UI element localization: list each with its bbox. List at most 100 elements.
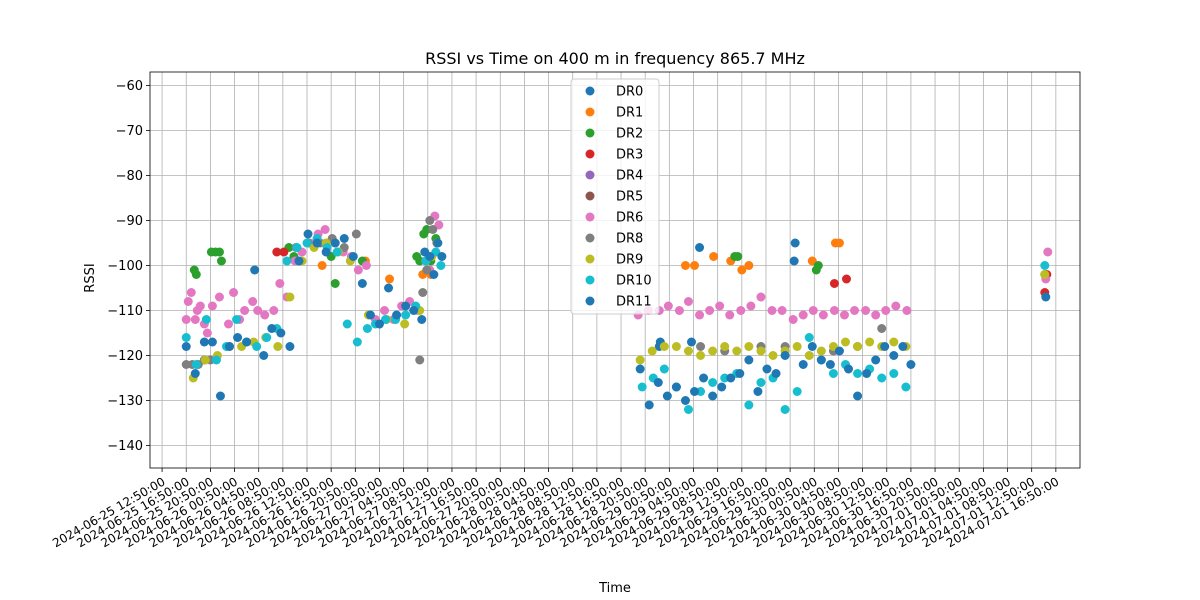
point-dr6 — [808, 306, 818, 315]
point-dr6 — [798, 310, 808, 320]
legend-label-dr3: DR3 — [616, 148, 643, 163]
point-dr11 — [816, 355, 826, 365]
point-dr6 — [248, 297, 258, 306]
y-tick-label: −110 — [107, 304, 143, 319]
point-dr8 — [428, 225, 438, 234]
point-dr10 — [804, 333, 814, 342]
point-dr11 — [780, 351, 790, 360]
y-tick-label: −130 — [107, 394, 143, 409]
legend-marker-dr2 — [585, 128, 595, 138]
point-dr8 — [696, 342, 706, 351]
legend-marker-dr10 — [585, 275, 595, 285]
y-axis-ticks: −140 −130 −120 −110 −100 −90 −80 −70 −60 — [107, 79, 150, 454]
point-dr10 — [191, 360, 201, 369]
point-dr8 — [351, 229, 361, 239]
legend-marker-dr4 — [585, 170, 595, 180]
point-dr1 — [737, 265, 747, 275]
grid — [150, 72, 1080, 468]
point-dr11 — [771, 369, 781, 378]
point-dr0 — [695, 243, 705, 252]
y-tick-label: −80 — [116, 169, 143, 184]
point-dr9 — [865, 337, 875, 347]
point-dr6 — [181, 315, 191, 324]
point-dr10 — [756, 378, 766, 387]
point-dr11 — [862, 369, 872, 378]
point-dr10 — [877, 373, 887, 383]
point-dr11 — [889, 351, 899, 360]
point-dr2 — [813, 261, 823, 270]
point-dr11 — [365, 310, 375, 320]
point-dr10 — [401, 310, 411, 320]
point-dr11 — [699, 373, 709, 383]
point-dr6 — [663, 301, 673, 311]
point-dr6 — [891, 301, 901, 311]
point-dr11 — [635, 364, 645, 374]
legend-label-dr10: DR10 — [616, 274, 652, 289]
point-dr1 — [744, 261, 754, 270]
point-dr9 — [1040, 270, 1050, 279]
point-dr2 — [191, 270, 201, 279]
point-dr1 — [680, 261, 690, 270]
point-dr11 — [680, 396, 690, 405]
point-dr9 — [889, 337, 899, 347]
point-dr8 — [425, 216, 435, 225]
point-dr10 — [637, 382, 647, 392]
point-dr6 — [715, 301, 725, 311]
point-dr9 — [804, 351, 814, 360]
point-dr10 — [282, 256, 292, 266]
point-dr6 — [260, 310, 270, 320]
point-dr11 — [401, 301, 411, 311]
point-dr11 — [384, 283, 394, 293]
point-dr11 — [294, 256, 304, 266]
point-dr10 — [332, 247, 342, 257]
point-dr8 — [877, 324, 887, 333]
point-dr6 — [275, 279, 285, 288]
point-dr11 — [844, 364, 854, 374]
legend-label-dr11: DR11 — [616, 295, 652, 310]
legend-marker-dr8 — [585, 233, 595, 243]
point-dr1 — [709, 252, 719, 261]
point-dr9 — [756, 346, 766, 356]
point-dr10 — [292, 243, 302, 252]
point-dr3 — [279, 247, 289, 257]
data-points — [181, 211, 1053, 414]
point-dr2 — [733, 252, 743, 261]
point-dr10 — [889, 369, 899, 378]
legend-marker-dr1 — [585, 107, 595, 117]
point-dr11 — [199, 337, 209, 347]
point-dr6 — [207, 301, 217, 311]
point-dr3 — [829, 279, 839, 288]
point-dr10 — [853, 369, 863, 378]
point-dr2 — [216, 256, 226, 266]
point-dr11 — [312, 238, 322, 248]
point-dr9 — [400, 319, 410, 329]
legend-box — [570, 78, 660, 315]
point-dr11 — [753, 387, 763, 396]
point-dr11 — [267, 324, 277, 333]
point-dr9 — [816, 346, 826, 356]
point-dr1 — [690, 261, 700, 270]
point-dr9 — [696, 351, 706, 360]
point-dr10 — [828, 369, 838, 378]
point-dr11 — [834, 346, 844, 356]
point-dr6 — [725, 310, 735, 320]
point-dr6 — [746, 301, 756, 311]
point-dr8 — [422, 265, 432, 275]
point-dr9 — [671, 342, 681, 351]
point-dr11 — [726, 373, 736, 383]
x-axis-label: Time — [598, 581, 631, 596]
point-dr11 — [429, 270, 439, 279]
point-dr11 — [717, 382, 727, 392]
point-dr11 — [789, 256, 799, 266]
point-dr11 — [276, 328, 286, 338]
point-dr10 — [436, 261, 446, 270]
point-dr11 — [242, 337, 252, 347]
point-dr6 — [202, 328, 212, 338]
point-dr9 — [744, 342, 754, 351]
point-dr6 — [839, 310, 849, 320]
point-dr6 — [829, 306, 839, 315]
point-dr9 — [732, 346, 742, 356]
point-dr6 — [195, 301, 205, 311]
point-dr11 — [708, 391, 718, 401]
